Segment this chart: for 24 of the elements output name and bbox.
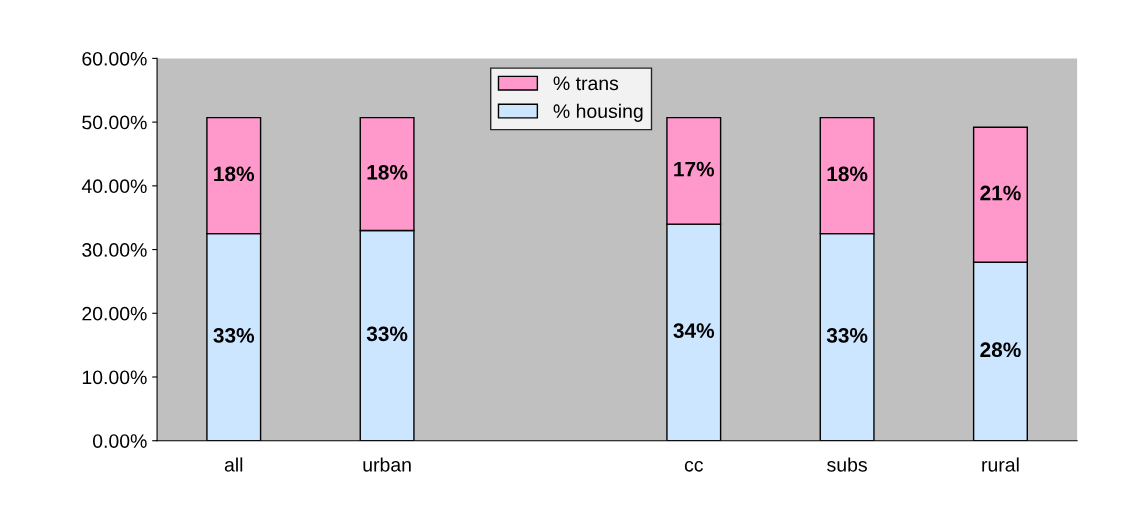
x-tick-label: all	[224, 457, 243, 472]
y-tick-label: 40.00%	[81, 179, 147, 194]
data-label: 17%	[674, 161, 715, 177]
y-tick-label: 30.00%	[82, 243, 147, 257]
y-tick-label: 50.00%	[82, 115, 147, 130]
data-label: 33%	[213, 328, 255, 343]
y-tick-label: 10.00%	[82, 370, 147, 385]
data-label: 33%	[826, 328, 868, 343]
y-tick-label: 20.00%	[82, 306, 147, 321]
legend-label: % trans	[553, 76, 619, 91]
data-label: 18%	[367, 164, 408, 180]
data-label: 34%	[673, 323, 715, 339]
x-tick-label: cc	[684, 461, 703, 472]
data-label: 18%	[214, 166, 255, 182]
x-tick-label: rural	[982, 457, 1019, 472]
data-label: 21%	[980, 185, 1021, 201]
data-label: 28%	[980, 342, 1021, 358]
data-label: 33%	[366, 326, 408, 342]
data-label: 18%	[827, 166, 868, 182]
y-tick-label: 0.00%	[92, 434, 147, 448]
legend-label: % housing	[553, 103, 643, 122]
y-tick-label: 60.00%	[82, 51, 147, 66]
x-tick-label: urban	[363, 457, 411, 472]
x-tick-label: subs	[827, 457, 867, 472]
